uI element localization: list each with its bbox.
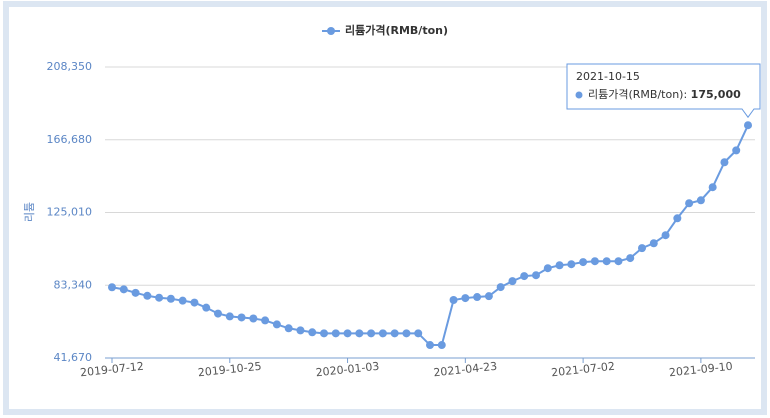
point bbox=[131, 288, 140, 297]
series-line bbox=[111, 124, 749, 347]
point bbox=[744, 121, 752, 130]
point bbox=[614, 257, 623, 266]
point bbox=[414, 329, 423, 338]
point bbox=[437, 341, 446, 350]
point bbox=[202, 303, 211, 312]
y-tick-label: 83,340 bbox=[54, 278, 93, 291]
tooltip-value: 175,000 bbox=[691, 88, 741, 101]
point bbox=[708, 183, 717, 192]
point bbox=[685, 199, 694, 208]
point bbox=[390, 329, 399, 338]
point bbox=[732, 146, 741, 155]
point bbox=[237, 313, 246, 322]
point bbox=[261, 316, 270, 325]
tooltip-text: 리튬가격(RMB/ton): 175,000 bbox=[588, 88, 741, 101]
point bbox=[696, 196, 705, 205]
point bbox=[673, 214, 682, 223]
point bbox=[579, 258, 588, 267]
x-tick-label: 2021-04-23 bbox=[433, 360, 498, 380]
point bbox=[331, 329, 340, 338]
point bbox=[320, 329, 328, 338]
point bbox=[626, 254, 635, 263]
point bbox=[508, 277, 517, 286]
point bbox=[143, 291, 152, 300]
tooltip-date: 2021-10-15 bbox=[576, 70, 640, 83]
point bbox=[426, 341, 434, 350]
y-tick-label: 166,680 bbox=[47, 133, 93, 146]
point bbox=[214, 309, 222, 318]
legend-label: 리튬가격(RMB/ton) bbox=[345, 23, 448, 37]
point bbox=[520, 272, 529, 281]
x-tick-label: 2021-09-10 bbox=[668, 360, 733, 380]
y-tick-label: 125,010 bbox=[47, 206, 93, 219]
point bbox=[590, 257, 599, 266]
point bbox=[461, 294, 470, 303]
point bbox=[308, 328, 317, 337]
point bbox=[449, 295, 458, 304]
x-tick-label: 2021-07-02 bbox=[551, 360, 616, 380]
point bbox=[108, 283, 116, 292]
point bbox=[296, 326, 305, 335]
point bbox=[484, 292, 493, 301]
point bbox=[649, 239, 658, 248]
point bbox=[378, 329, 387, 338]
point bbox=[119, 285, 128, 294]
point bbox=[543, 264, 552, 273]
point bbox=[190, 298, 199, 307]
point bbox=[555, 261, 564, 270]
tooltip-box bbox=[566, 63, 761, 119]
point bbox=[155, 293, 164, 302]
y-axis-label: 리튬 bbox=[23, 202, 36, 222]
x-tick-label: 2020-01-03 bbox=[315, 360, 380, 380]
point bbox=[661, 231, 670, 240]
tooltip-marker bbox=[575, 91, 583, 99]
point bbox=[602, 257, 611, 266]
point bbox=[272, 320, 281, 329]
point bbox=[367, 329, 376, 338]
legend-marker bbox=[327, 27, 335, 35]
point bbox=[284, 324, 293, 333]
point bbox=[720, 158, 729, 167]
point bbox=[496, 283, 505, 292]
point bbox=[225, 312, 234, 321]
y-tick-label: 41,670 bbox=[54, 351, 93, 364]
point bbox=[355, 329, 364, 338]
point bbox=[343, 329, 352, 338]
y-tick-label: 208,350 bbox=[47, 60, 93, 73]
tooltip-sep: : bbox=[683, 88, 690, 101]
point bbox=[402, 329, 411, 338]
point bbox=[178, 296, 187, 305]
point bbox=[249, 314, 258, 323]
point bbox=[473, 293, 482, 302]
tooltip-series: 리튬가격(RMB/ton) bbox=[588, 88, 683, 101]
point bbox=[567, 260, 576, 269]
point bbox=[166, 294, 175, 303]
point bbox=[532, 271, 540, 280]
frame bbox=[3, 1, 767, 415]
point bbox=[638, 244, 646, 253]
x-tick-label: 2019-10-25 bbox=[197, 360, 262, 380]
tooltip: 2021-10-15 리튬가격(RMB/ton): 175,000 bbox=[566, 63, 761, 119]
